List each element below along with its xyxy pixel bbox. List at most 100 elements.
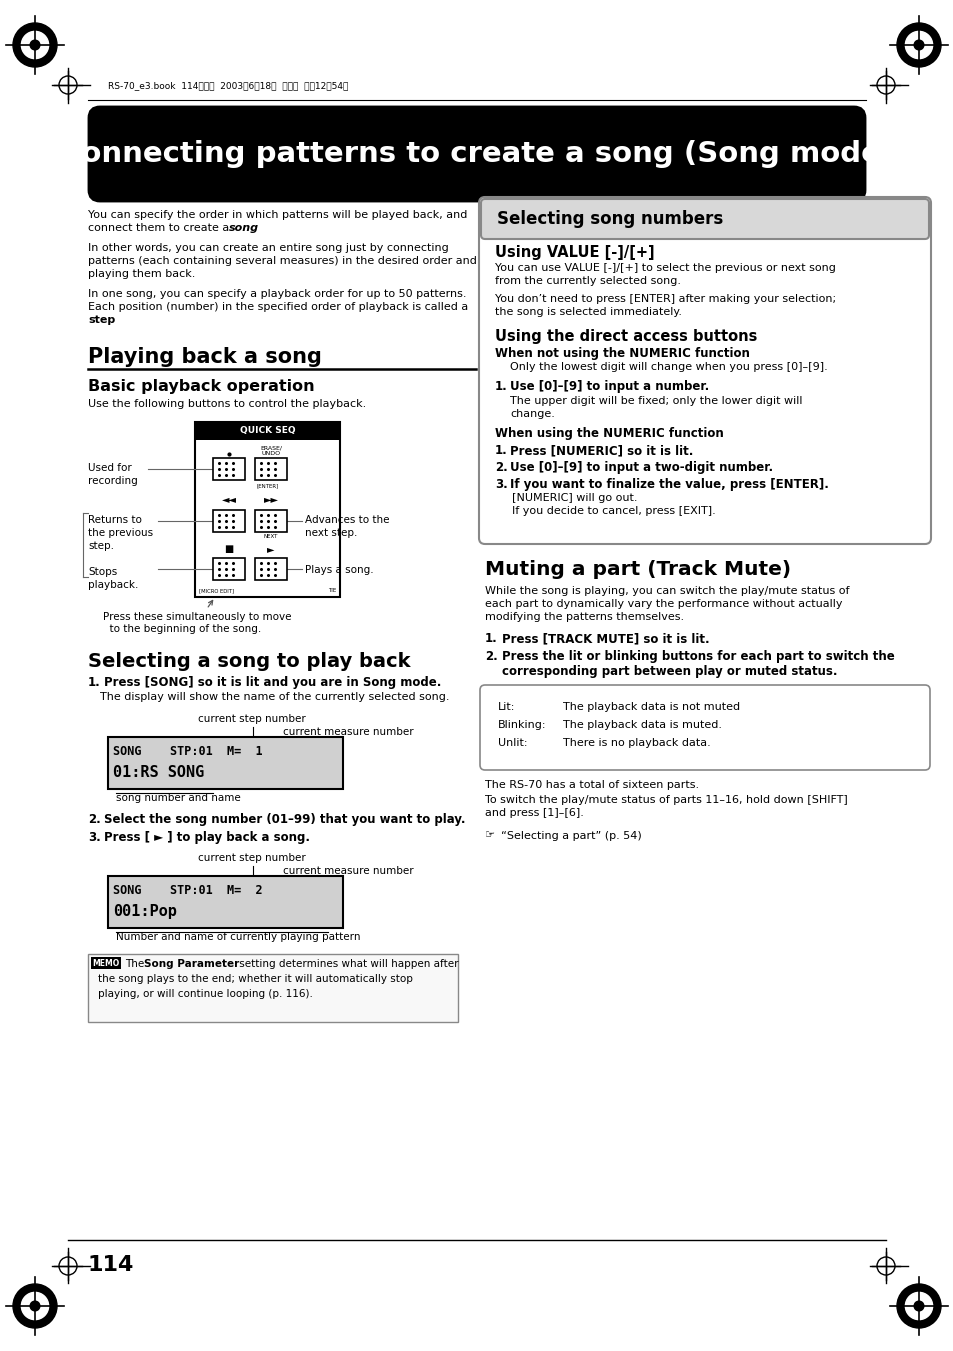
Text: ◄◄: ◄◄ bbox=[221, 494, 236, 504]
Text: TIE: TIE bbox=[328, 588, 335, 593]
Text: SONG    STP:01  M=  1: SONG STP:01 M= 1 bbox=[112, 744, 262, 758]
Text: ☞: ☞ bbox=[484, 830, 495, 840]
Text: the previous: the previous bbox=[88, 528, 153, 538]
Text: corresponding part between play or muted status.: corresponding part between play or muted… bbox=[501, 665, 837, 678]
Text: 01:RS SONG: 01:RS SONG bbox=[112, 765, 204, 780]
Text: Basic playback operation: Basic playback operation bbox=[88, 380, 314, 394]
Text: NEXT: NEXT bbox=[264, 534, 278, 539]
Text: Stops: Stops bbox=[88, 567, 117, 577]
Bar bbox=[194, 422, 339, 597]
Text: 1.: 1. bbox=[88, 676, 101, 689]
Text: Lit:: Lit: bbox=[497, 703, 515, 712]
Text: [ENTER]: [ENTER] bbox=[256, 484, 278, 488]
Bar bbox=[254, 558, 287, 580]
Text: Unlit:: Unlit: bbox=[497, 738, 527, 748]
Text: While the song is playing, you can switch the play/mute status of: While the song is playing, you can switc… bbox=[484, 586, 848, 596]
Text: each part to dynamically vary the performance without actually: each part to dynamically vary the perfor… bbox=[484, 598, 841, 609]
Text: When not using the NUMERIC function: When not using the NUMERIC function bbox=[495, 347, 749, 359]
Text: Only the lowest digit will change when you press [0]–[9].: Only the lowest digit will change when y… bbox=[510, 362, 827, 372]
Text: the song plays to the end; whether it will automatically stop: the song plays to the end; whether it wi… bbox=[98, 974, 413, 984]
Text: 1.: 1. bbox=[484, 632, 497, 644]
Circle shape bbox=[21, 1293, 49, 1320]
Circle shape bbox=[13, 23, 57, 68]
Text: Used for: Used for bbox=[88, 463, 132, 473]
Text: Muting a part (Track Mute): Muting a part (Track Mute) bbox=[484, 561, 790, 580]
FancyBboxPatch shape bbox=[90, 108, 863, 200]
Text: Using VALUE [-]/[+]: Using VALUE [-]/[+] bbox=[495, 245, 654, 259]
Text: The display will show the name of the currently selected song.: The display will show the name of the cu… bbox=[100, 692, 449, 703]
Text: 2.: 2. bbox=[88, 813, 101, 825]
Text: 2.: 2. bbox=[484, 650, 497, 663]
Text: Press [TRACK MUTE] so it is lit.: Press [TRACK MUTE] so it is lit. bbox=[501, 632, 709, 644]
Bar bbox=[213, 458, 245, 480]
Text: playback.: playback. bbox=[88, 580, 138, 590]
Circle shape bbox=[896, 1283, 940, 1328]
Circle shape bbox=[896, 23, 940, 68]
Text: Selecting a song to play back: Selecting a song to play back bbox=[88, 653, 410, 671]
Text: ►►: ►► bbox=[263, 494, 278, 504]
Bar bbox=[194, 422, 339, 440]
Text: When using the NUMERIC function: When using the NUMERIC function bbox=[495, 427, 723, 440]
Text: Press these simultaneously to move
  to the beginning of the song.: Press these simultaneously to move to th… bbox=[103, 600, 292, 634]
Circle shape bbox=[13, 1283, 57, 1328]
Text: In other words, you can create an entire song just by connecting: In other words, you can create an entire… bbox=[88, 243, 448, 253]
Text: modifying the patterns themselves.: modifying the patterns themselves. bbox=[484, 612, 683, 621]
Text: You can specify the order in which patterns will be played back, and: You can specify the order in which patte… bbox=[88, 209, 467, 220]
Text: Playing back a song: Playing back a song bbox=[88, 347, 321, 367]
FancyBboxPatch shape bbox=[480, 199, 928, 239]
Text: Press [NUMERIC] so it is lit.: Press [NUMERIC] so it is lit. bbox=[510, 444, 693, 457]
Text: step.: step. bbox=[88, 540, 113, 551]
Text: setting determines what will happen after: setting determines what will happen afte… bbox=[235, 959, 458, 969]
FancyBboxPatch shape bbox=[478, 197, 930, 544]
Text: current step number: current step number bbox=[198, 852, 305, 863]
Text: Selecting song numbers: Selecting song numbers bbox=[497, 209, 722, 228]
Text: song: song bbox=[229, 223, 259, 232]
Text: the song is selected immediately.: the song is selected immediately. bbox=[495, 307, 681, 317]
Text: Use the following buttons to control the playback.: Use the following buttons to control the… bbox=[88, 399, 366, 409]
Circle shape bbox=[913, 41, 923, 50]
Text: Number and name of currently playing pattern: Number and name of currently playing pat… bbox=[116, 932, 360, 942]
Text: ■: ■ bbox=[224, 544, 233, 554]
Text: If you want to finalize the value, press [ENTER].: If you want to finalize the value, press… bbox=[510, 478, 828, 490]
Text: 2.: 2. bbox=[495, 461, 507, 474]
Text: To switch the play/mute status of parts 11–16, hold down [SHIFT]: To switch the play/mute status of parts … bbox=[484, 794, 847, 805]
Text: The RS-70 has a total of sixteen parts.: The RS-70 has a total of sixteen parts. bbox=[484, 780, 699, 790]
Bar bbox=[213, 509, 245, 532]
Text: Blinking:: Blinking: bbox=[497, 720, 546, 730]
Text: from the currently selected song.: from the currently selected song. bbox=[495, 276, 680, 286]
Text: The upper digit will be fixed; only the lower digit will: The upper digit will be fixed; only the … bbox=[510, 396, 801, 407]
Text: Plays a song.: Plays a song. bbox=[305, 565, 374, 576]
Circle shape bbox=[30, 1301, 40, 1310]
Bar bbox=[108, 875, 343, 928]
Text: Each position (number) in the specified order of playback is called a: Each position (number) in the specified … bbox=[88, 303, 468, 312]
Text: 1.: 1. bbox=[495, 444, 507, 457]
Text: connect them to create a: connect them to create a bbox=[88, 223, 233, 232]
Text: and press [1]–[6].: and press [1]–[6]. bbox=[484, 808, 583, 817]
Text: playing, or will continue looping (p. 116).: playing, or will continue looping (p. 11… bbox=[98, 989, 313, 998]
Text: Advances to the: Advances to the bbox=[305, 515, 389, 526]
Text: .: . bbox=[110, 315, 113, 326]
Text: In one song, you can specify a playback order for up to 50 patterns.: In one song, you can specify a playback … bbox=[88, 289, 466, 299]
Text: step: step bbox=[88, 315, 115, 326]
Text: 3.: 3. bbox=[495, 478, 507, 490]
Text: ERASE/
UNDO: ERASE/ UNDO bbox=[260, 444, 282, 455]
Text: SONG    STP:01  M=  2: SONG STP:01 M= 2 bbox=[112, 884, 262, 897]
Text: 1.: 1. bbox=[495, 380, 507, 393]
Text: 114: 114 bbox=[88, 1255, 134, 1275]
Text: The: The bbox=[125, 959, 148, 969]
Text: Connecting patterns to create a song (Song mode): Connecting patterns to create a song (So… bbox=[60, 141, 893, 168]
Text: QUICK SEQ: QUICK SEQ bbox=[239, 427, 295, 435]
Bar bbox=[108, 738, 343, 789]
Text: Press the lit or blinking buttons for each part to switch the: Press the lit or blinking buttons for ea… bbox=[501, 650, 894, 663]
Text: RS-70_e3.book  114ページ  2003年6月18日  水曜日  午後12時54分: RS-70_e3.book 114ページ 2003年6月18日 水曜日 午後12… bbox=[108, 81, 348, 91]
Text: You don’t need to press [ENTER] after making your selection;: You don’t need to press [ENTER] after ma… bbox=[495, 295, 835, 304]
Bar bbox=[254, 509, 287, 532]
Bar bbox=[88, 954, 457, 1021]
Text: recording: recording bbox=[88, 476, 137, 486]
Text: next step.: next step. bbox=[305, 528, 357, 538]
Text: The playback data is muted.: The playback data is muted. bbox=[562, 720, 721, 730]
Text: You can use VALUE [-]/[+] to select the previous or next song: You can use VALUE [-]/[+] to select the … bbox=[495, 263, 835, 273]
Text: Using the direct access buttons: Using the direct access buttons bbox=[495, 330, 757, 345]
Text: 3.: 3. bbox=[88, 831, 101, 844]
Text: There is no playback data.: There is no playback data. bbox=[562, 738, 710, 748]
